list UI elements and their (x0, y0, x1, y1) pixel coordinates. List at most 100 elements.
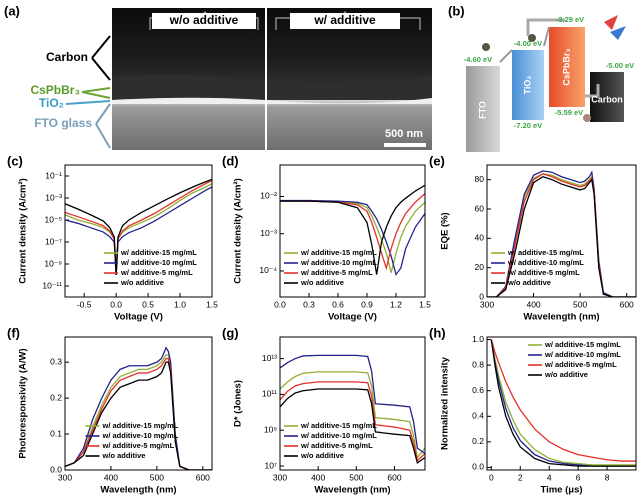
sem-perovskite (112, 74, 432, 100)
data-line (280, 388, 425, 464)
legend-label: w/ additive-5 mg/mL (300, 441, 373, 450)
y-tick-label: 10⁻¹¹ (42, 280, 62, 290)
legend: w/ additive-15 mg/mLw/ additive-10 mg/mL… (85, 421, 179, 460)
y-tick-label: 10⁻⁴ (259, 265, 277, 275)
data-line (280, 199, 425, 277)
legend-label: w/o additive (300, 278, 344, 287)
x-axis-label: Time (μs) (540, 485, 582, 496)
x-tick-label: 600 (196, 472, 210, 482)
legend-label: w/ additive-15 mg/mL (544, 340, 621, 349)
y-tick-label: 0.4 (472, 411, 484, 421)
panel-label: (b) (448, 3, 465, 18)
x-tick-label: 6 (576, 472, 581, 482)
x-tick-label: 300 (480, 299, 494, 309)
data-line (280, 193, 425, 271)
legend: w/ additive-15 mg/mLw/ additive-10 mg/mL… (491, 248, 584, 287)
energy-level: -5.00 eV (606, 61, 634, 70)
y-tick-label: 10⁻⁵ (45, 214, 62, 224)
data-line (490, 339, 636, 466)
panel-label: (d) (222, 153, 239, 168)
chart-panel: (d) 0.0 0.3 0.6 0.9 1.2 1.5 10⁻⁴ 10⁻³ 10⁻² Voltage… (222, 153, 431, 322)
x-tick-label: 400 (104, 472, 118, 482)
chart-panel: (g) 300 400 500 600 10⁷ 10⁹ 10¹¹ 10¹³ Wavelength … (222, 325, 426, 496)
header-box (290, 13, 400, 29)
x-axis-label: Voltage (V) (114, 312, 163, 323)
y-tick-label: 10⁹ (264, 424, 277, 434)
electron (482, 43, 490, 51)
panel-label: (c) (7, 153, 23, 168)
panel-label: (g) (222, 325, 239, 340)
legend-label: w/ additive-10 mg/mL (544, 350, 621, 359)
x-tick-label: 600 (620, 299, 634, 309)
y-axis-label: Current density (A/cm²) (233, 178, 244, 284)
legend-label: w/ additive-10 mg/mL (300, 431, 377, 440)
legend-label: w/ additive-5 mg/mL (300, 268, 373, 277)
legend-label: w/ additive-10 mg/mL (102, 431, 179, 440)
header-label: w/ additive (313, 13, 376, 27)
y-tick-label: 0.0 (50, 464, 62, 474)
header-bracket (275, 10, 421, 30)
transfer-arrow (499, 26, 550, 63)
y-tick-label: 0.3 (50, 356, 62, 366)
block-label: Carbon (591, 94, 623, 104)
legend: w/ additive-15 mg/mLw/ additive-10 mg/mL… (104, 248, 197, 287)
layer-bracket (65, 100, 111, 105)
y-axis-label: Normalized intensity (440, 356, 451, 450)
energy-level: -7.20 eV (514, 121, 542, 130)
cspbbr3-block (549, 27, 585, 107)
layer-label: TiO₂ (39, 96, 64, 110)
data-line (490, 339, 636, 462)
legend-label: w/o additive (120, 278, 164, 287)
y-tick-label: 10⁻² (260, 191, 277, 201)
layer-label: CsPbBr₃ (30, 83, 80, 97)
chart-panel: (e) 300 400 500 600 0 20 40 60 80 Wavelength (nm) E… (429, 153, 637, 323)
y-tick-label: 0.1 (50, 428, 62, 438)
hole (583, 114, 591, 122)
header-label: w/o additive (169, 13, 239, 27)
electron-path (526, 18, 565, 36)
layer-label: FTO glass (34, 116, 92, 130)
header-box (152, 13, 256, 29)
legend-label: w/ additive-15 mg/mL (300, 421, 377, 430)
legend: w/ additive-15 mg/mLw/ additive-10 mg/mL… (528, 340, 621, 379)
scale-bar (384, 143, 426, 147)
x-tick-label: 0.3 (303, 299, 315, 309)
legend-label: w/ additive-15 mg/mL (507, 248, 584, 257)
panel-label: (a) (4, 3, 20, 18)
block-label: CsPbBr₃ (561, 48, 571, 85)
tio2-block (512, 50, 544, 120)
y-tick-label: 40 (475, 233, 485, 243)
data-line (65, 178, 212, 276)
plot-frame (64, 164, 213, 298)
plot-frame (486, 336, 637, 471)
plot-frame (279, 164, 426, 298)
legend-label: w/ additive-15 mg/mL (300, 248, 377, 257)
data-line (65, 361, 212, 470)
legend-label: w/ additive-5 mg/mL (120, 268, 193, 277)
block-label: TiO₂ (522, 76, 532, 95)
x-tick-label: 500 (349, 472, 363, 482)
legend-label: w/ additive-10 mg/mL (120, 258, 197, 267)
fto-block (466, 66, 500, 152)
legend-label: w/ additive-10 mg/mL (507, 258, 584, 267)
data-line (280, 371, 425, 459)
x-tick-label: 2 (518, 472, 523, 482)
panel-a: (a) w/o additive w/ additive Carbon CsPb… (4, 3, 432, 150)
layer-bracket (95, 103, 111, 149)
x-tick-label: 400 (526, 299, 540, 309)
y-tick-label: 10⁻⁹ (44, 258, 62, 268)
legend-label: w/ additive-5 mg/mL (544, 360, 617, 369)
y-tick-label: 10⁻³ (260, 228, 277, 238)
x-tick-label: 0.6 (332, 299, 344, 309)
x-axis-label: Voltage (V) (328, 312, 377, 323)
chart-panel: (f) 300 400 500 600 0.0 0.1 0.2 0.3 Wavelength (n… (7, 325, 213, 496)
y-tick-label: 10¹¹ (262, 389, 277, 399)
light-icon (604, 15, 618, 30)
x-tick-label: 0.0 (110, 299, 122, 309)
energy-level: -3.29 eV (556, 15, 584, 24)
data-line (280, 381, 425, 462)
data-line (280, 200, 425, 273)
legend-label: w/ additive-15 mg/mL (120, 248, 197, 257)
